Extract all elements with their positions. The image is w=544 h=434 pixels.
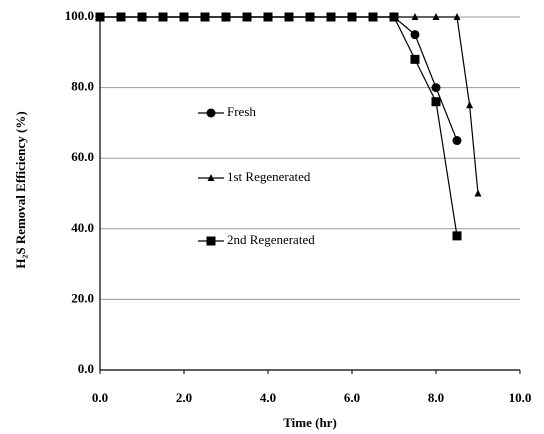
y-tick-label: 80.0 [71,79,94,94]
marker [285,13,294,22]
marker [117,13,126,22]
series-line [100,17,457,236]
page: {"chart_data": {"type": "line", "xlabel"… [0,0,544,434]
marker [327,13,336,22]
marker [96,13,105,22]
marker [306,13,315,22]
marker [475,190,482,197]
legend-label: 1st Regenerated [227,169,311,184]
marker [411,55,420,64]
x-tick-label: 10.0 [509,390,532,405]
marker [348,13,357,22]
legend-label: Fresh [227,104,256,119]
x-tick-label: 2.0 [176,390,192,405]
marker [411,30,420,39]
marker [369,13,378,22]
marker [159,13,168,22]
marker [180,13,189,22]
marker [466,101,473,108]
y-tick-label: 20.0 [71,290,94,305]
marker [432,83,441,92]
y-tick-label: 40.0 [71,220,94,235]
marker [453,136,462,145]
y-tick-label: 0.0 [78,361,94,376]
x-tick-label: 6.0 [344,390,360,405]
y-axis-title: H₂S Removal Efficiency (%) [13,111,28,268]
legend-marker [207,109,216,118]
legend-marker [207,237,216,246]
x-axis-title: Time (hr) [283,415,337,430]
marker [432,97,441,106]
y-tick-label: 60.0 [71,149,94,164]
marker [453,231,462,240]
marker [138,13,147,22]
marker [390,13,399,22]
x-tick-label: 0.0 [92,390,108,405]
marker [243,13,252,22]
x-tick-label: 4.0 [260,390,276,405]
series-line [100,17,478,194]
y-tick-label: 100.0 [65,8,94,23]
marker [264,13,273,22]
chart: Time (hr) H₂S Removal Efficiency (%) 0.0… [0,0,544,434]
marker [222,13,231,22]
x-tick-label: 8.0 [428,390,444,405]
marker [201,13,210,22]
legend-label: 2nd Regenerated [227,232,315,247]
